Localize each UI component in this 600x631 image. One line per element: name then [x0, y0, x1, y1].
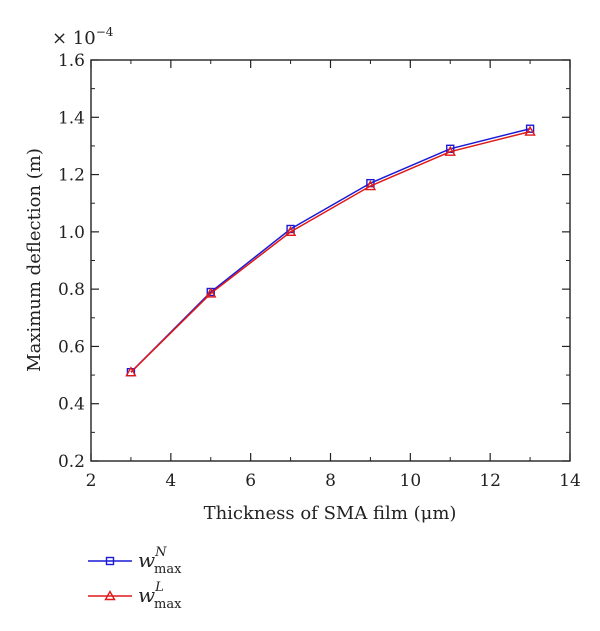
x-axis: 2 4 6 8 10 12 14 [86, 60, 581, 491]
x-tick-label: 10 [400, 471, 422, 491]
data-point [444, 145, 456, 156]
series-line [130, 128, 531, 373]
y-tick-label: 0.4 [58, 395, 85, 415]
data-point [524, 125, 536, 136]
data-point [284, 225, 297, 237]
x-tick-label: 2 [86, 471, 97, 491]
x-tick-label: 12 [479, 471, 501, 491]
x-tick-label: 8 [325, 471, 336, 491]
y-axis-multiplier: × 10−4 [52, 25, 114, 49]
legend-label: wN max [138, 545, 182, 577]
y-tick-label: 0.6 [58, 337, 85, 357]
legend-marker [105, 556, 115, 566]
y-tick-label: 1.0 [58, 223, 85, 243]
legend-label: wL max [138, 580, 182, 612]
x-tick-label: 4 [165, 471, 176, 491]
y-tick-label: 0.2 [58, 452, 85, 472]
plot-border [90, 59, 571, 462]
y-tick-label: 1.4 [58, 108, 85, 128]
y-tick-label: 1.6 [58, 51, 85, 71]
data-point [125, 366, 137, 377]
x-tick-label: 14 [559, 471, 581, 491]
series-w-max-N [126, 124, 535, 377]
legend-item: wN max [88, 545, 182, 577]
legend-item: wL max [88, 580, 182, 612]
series-line [130, 130, 531, 373]
plot-frame [90, 59, 571, 462]
y-axis: 0.2 0.4 0.6 0.8 1.0 1.2 1.4 1.6 [58, 51, 570, 472]
legend-marker [104, 590, 116, 601]
y-tick-label: 1.2 [58, 166, 85, 186]
y-axis-label: Maximum deflection (m) [24, 148, 45, 372]
data-point [364, 180, 377, 191]
x-tick-label: 6 [245, 471, 256, 491]
series-w-max-L [125, 125, 536, 377]
series-layer [125, 124, 536, 377]
data-point [205, 287, 217, 298]
y-tick-label: 0.8 [58, 280, 85, 300]
x-axis-label: Thickness of SMA film (μm) [204, 503, 457, 524]
